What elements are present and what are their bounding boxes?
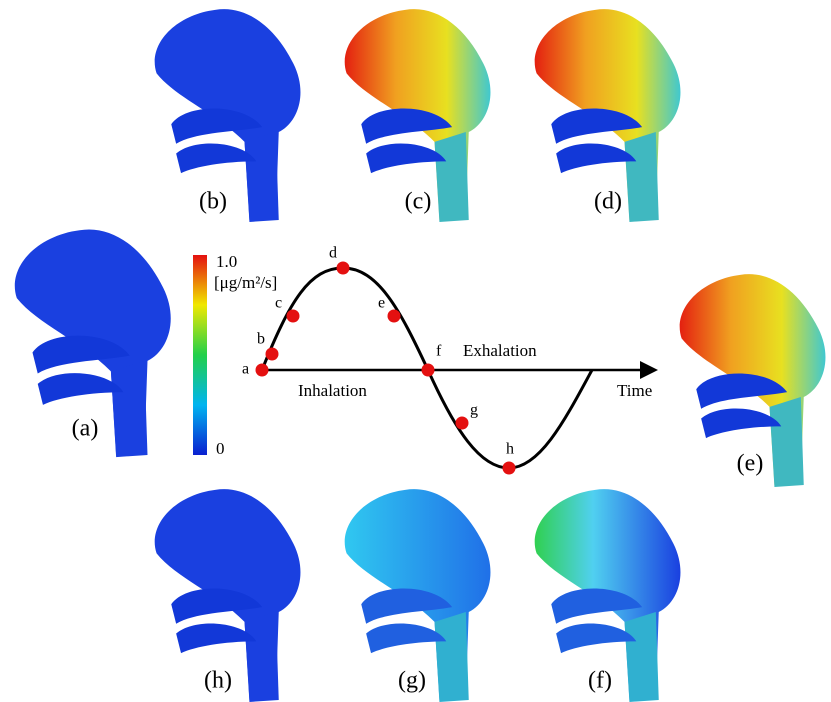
phase-label: a <box>242 361 249 378</box>
colorbar-min: 0 <box>216 439 225 458</box>
exhalation-label: Exhalation <box>463 341 537 360</box>
panel-label: (h) <box>204 668 232 694</box>
time-label: Time <box>617 381 652 400</box>
colorbar-unit: [μg/m²/s] <box>214 273 277 292</box>
phase-label: b <box>257 331 265 348</box>
inhalation-label: Inhalation <box>298 381 367 400</box>
phase-point <box>266 348 279 361</box>
panel-label: (f) <box>588 668 612 694</box>
phase-label: f <box>436 343 442 360</box>
phase-point <box>456 417 469 430</box>
panel-label: (g) <box>398 668 426 694</box>
phase-point <box>287 310 300 323</box>
phase-point <box>388 310 401 323</box>
axis-arrow <box>640 361 658 379</box>
phase-point <box>337 262 350 275</box>
panel-label: (e) <box>737 451 764 477</box>
breathing-cycle: Exhalation Inhalation Time ab c d e f g h <box>242 245 658 475</box>
phase-point <box>503 462 516 475</box>
phase-label: d <box>329 245 337 262</box>
panel-label: (b) <box>199 189 227 215</box>
phase-label: c <box>275 295 282 312</box>
phase-label: e <box>378 295 385 312</box>
airway-b <box>155 9 301 222</box>
phase-point <box>256 364 269 377</box>
phase-point <box>422 364 435 377</box>
panel-label: (d) <box>594 189 622 215</box>
panel-label: (c) <box>405 189 432 215</box>
figure: (b) (c) (d) (a) (e) (h) (g) (f) 1.0 [μg/… <box>0 0 831 702</box>
phase-label: h <box>506 441 514 458</box>
colorbar-max: 1.0 <box>216 252 237 271</box>
colorbar <box>193 255 207 455</box>
panel-label: (a) <box>72 416 99 442</box>
phase-label: g <box>470 402 478 419</box>
